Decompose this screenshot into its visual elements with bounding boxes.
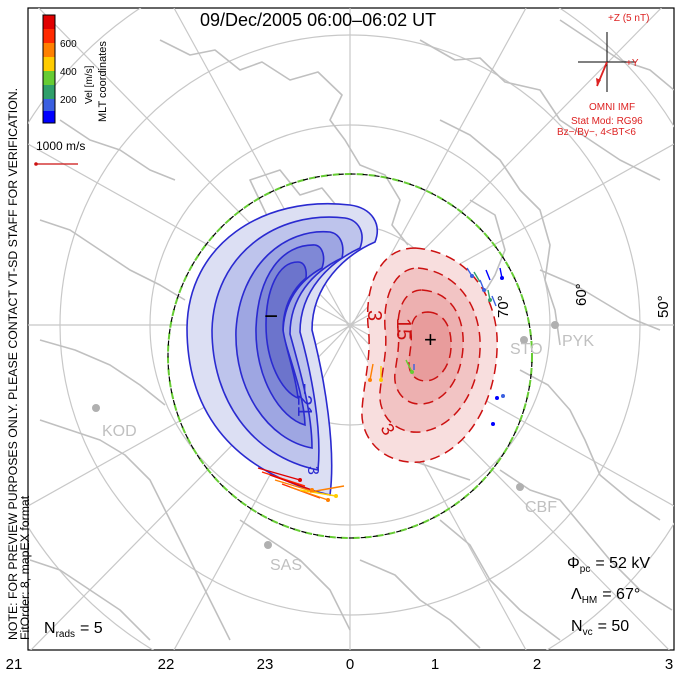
colorbar-tick-400: 400 [60,67,77,78]
negative-contour-label: −21 [293,383,315,417]
mlt-tick-2: 2 [533,656,541,673]
nrads-value: = 5 [80,620,103,637]
lambda-value: = 67° [602,586,640,603]
preview-note: NOTE: FOR PREVIEW PURPOSES ONLY. PLEASE … [6,88,20,640]
station-label-sto: STO [510,341,543,358]
imf-clock-diagram [578,32,636,92]
velocity-scale-dot [34,162,38,166]
lambda-symbol: Λ [571,586,582,603]
vector-count: Nvc = 50 [571,618,629,638]
mlt-axis: 21 22 23 0 1 2 3 [6,656,674,673]
nrads-subscript: rads [56,629,75,640]
negative-convection-cell [186,203,378,496]
svg-text:Nrads= 5: Nrads = 5 [44,620,103,640]
mlt-tick-23: 23 [257,656,274,673]
nvc-subscript: vc [583,627,593,638]
positive-convection-cell [361,247,498,463]
imf-model-label: Stat Mod: RG96 [571,116,643,127]
station-label-pyk: PYK [562,333,594,350]
imf-condition-label: Bz−/By−, 4<BT<6 [557,127,636,138]
negative-contour-label-3: 3 [304,466,321,475]
map-title: 09/Dec/2005 06:00–06:02 UT [200,10,436,30]
phi-value: = 52 kV [595,555,650,572]
latitude-label-70: 70° [495,295,512,318]
mlt-tick-3: 3 [665,656,673,673]
nrads-symbol: N [44,620,56,637]
positive-contour-label: 15 [392,318,414,340]
svg-text:Φpc= 52 kV: Φpc = 52 kV [567,555,650,575]
imf-y-label: +Y [626,58,639,69]
latitude-label-60: 60° [573,283,590,306]
fit-order-note: FitOrder: 8, mapEX format [18,495,32,640]
mlt-tick-0: 0 [346,656,354,673]
colorbar-tick-600: 600 [60,39,77,50]
svg-text:Nvc= 50: Nvc = 50 [571,618,629,638]
station-label-cbf: CBF [525,499,557,516]
station-label-kod: KOD [102,423,137,440]
phi-subscript: pc [580,564,591,575]
radar-count: Nrads = 5 [44,620,103,640]
phi-symbol: Φ [567,555,580,572]
lambda-subscript: HM [582,595,598,606]
vector-origin-dots [298,274,505,502]
coordinate-system-label: MLT coordinates [97,41,109,122]
latitude-label-50: 50° [655,295,672,318]
mlt-tick-21: 21 [6,656,23,673]
nvc-symbol: N [571,618,583,635]
nvc-value: = 50 [598,618,630,635]
colorbar-tick-200: 200 [60,95,77,106]
velocity-vectors [257,267,503,501]
mlt-tick-22: 22 [158,656,175,673]
velocity-scale-label: 1000 m/s [36,139,85,153]
positive-cell-center: + [424,327,437,352]
cross-polar-potential: Φpc = 52 kV [567,555,650,575]
convection-boundary [167,173,533,539]
colorbar-label: Vel [m/s] [84,65,95,104]
positive-contour-label-3a: 3 [363,310,385,321]
imf-z-label: +Z (5 nT) [608,13,649,24]
mlt-tick-1: 1 [431,656,439,673]
heppner-maynard-boundary [167,173,533,539]
coastlines [29,19,674,649]
velocity-colorbar [42,14,56,124]
negative-cell-center: − [264,303,278,330]
imf-source-label: OMNI IMF [589,102,635,113]
station-label-sas: SAS [270,557,302,574]
station-markers [92,321,559,549]
hm-boundary-latitude: ΛHM = 67° [571,586,640,606]
svg-text:ΛHM= 67°: ΛHM = 67° [571,586,640,606]
